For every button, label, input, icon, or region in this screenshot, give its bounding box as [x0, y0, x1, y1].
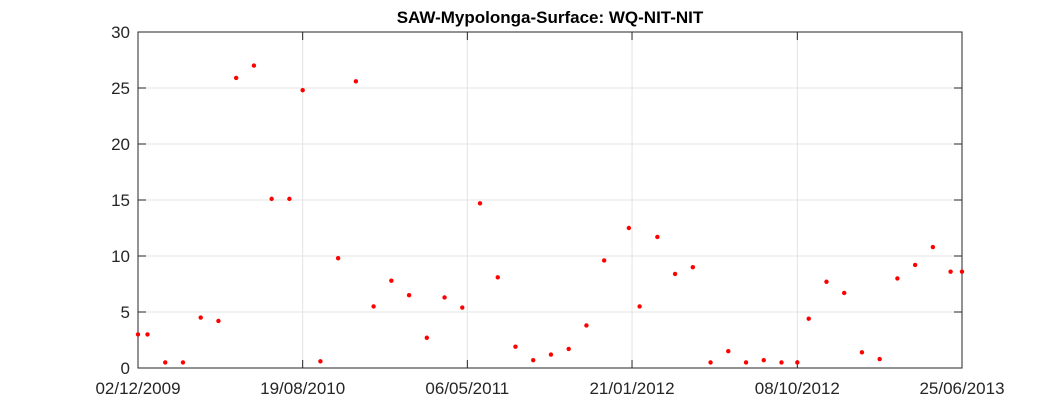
y-tick-label: 15 — [111, 191, 130, 210]
data-point — [859, 350, 865, 355]
data-point — [442, 295, 447, 300]
data-point — [300, 88, 305, 93]
data-point — [145, 332, 150, 337]
grid-lines — [138, 32, 962, 368]
data-point — [353, 79, 359, 84]
y-tick-label: 0 — [121, 359, 130, 378]
data-point — [912, 262, 918, 268]
data-point — [163, 360, 168, 365]
data-point — [287, 196, 292, 202]
data-point — [371, 304, 376, 309]
data-point — [318, 359, 323, 364]
x-tick-label: 08/10/2012 — [755, 379, 840, 398]
y-tick-label: 10 — [111, 247, 130, 266]
data-point — [626, 225, 632, 231]
data-point — [389, 278, 394, 283]
y-tick-label: 25 — [111, 79, 130, 98]
data-point — [690, 265, 696, 270]
data-point — [531, 357, 536, 363]
data-point — [877, 356, 882, 362]
x-tick-label: 21/01/2012 — [589, 379, 674, 398]
data-point — [655, 234, 660, 240]
data-point — [743, 360, 749, 365]
data-point — [216, 318, 221, 324]
data-point — [460, 305, 465, 310]
data-point — [959, 269, 965, 274]
data-point — [601, 258, 607, 263]
data-point — [566, 346, 571, 352]
y-tick-label: 5 — [121, 303, 130, 322]
data-point — [637, 304, 642, 309]
data-point — [841, 290, 847, 296]
data-point — [477, 201, 483, 206]
data-point — [824, 279, 829, 284]
data-point — [269, 196, 274, 202]
axis-ticks — [137, 31, 963, 369]
data-point — [726, 349, 731, 354]
data-point — [424, 335, 430, 340]
data-point — [948, 269, 953, 274]
x-tick-label: 02/12/2009 — [95, 379, 180, 398]
chart-title: SAW-Mypolonga-Surface: WQ-NIT-NIT — [397, 8, 704, 27]
data-point — [584, 323, 589, 328]
data-point — [795, 360, 800, 365]
y-axis-tick-labels: 0 5 10 15 20 25 30 — [111, 23, 130, 378]
data-points — [135, 63, 965, 365]
data-point — [761, 357, 766, 363]
x-tick-label: 25/06/2013 — [919, 379, 1004, 398]
data-point — [672, 271, 678, 277]
data-point — [180, 360, 186, 365]
y-tick-label: 20 — [111, 135, 130, 154]
data-point — [335, 256, 341, 261]
data-point — [895, 276, 900, 281]
data-point — [513, 344, 518, 349]
data-point — [495, 275, 500, 280]
data-point — [233, 75, 239, 81]
data-point — [779, 360, 784, 365]
data-point — [806, 316, 811, 321]
x-axis-tick-labels: 02/12/2009 19/08/2010 06/05/2011 21/01/2012… — [95, 379, 1004, 398]
data-point — [251, 63, 257, 68]
data-point — [135, 332, 141, 337]
data-point — [930, 244, 936, 250]
y-tick-label: 30 — [111, 23, 130, 42]
x-tick-label: 19/08/2010 — [260, 379, 345, 398]
data-point — [708, 360, 713, 365]
data-point — [198, 315, 203, 320]
data-point — [406, 293, 412, 298]
data-point — [548, 352, 554, 357]
x-tick-label: 06/05/2011 — [425, 379, 509, 398]
